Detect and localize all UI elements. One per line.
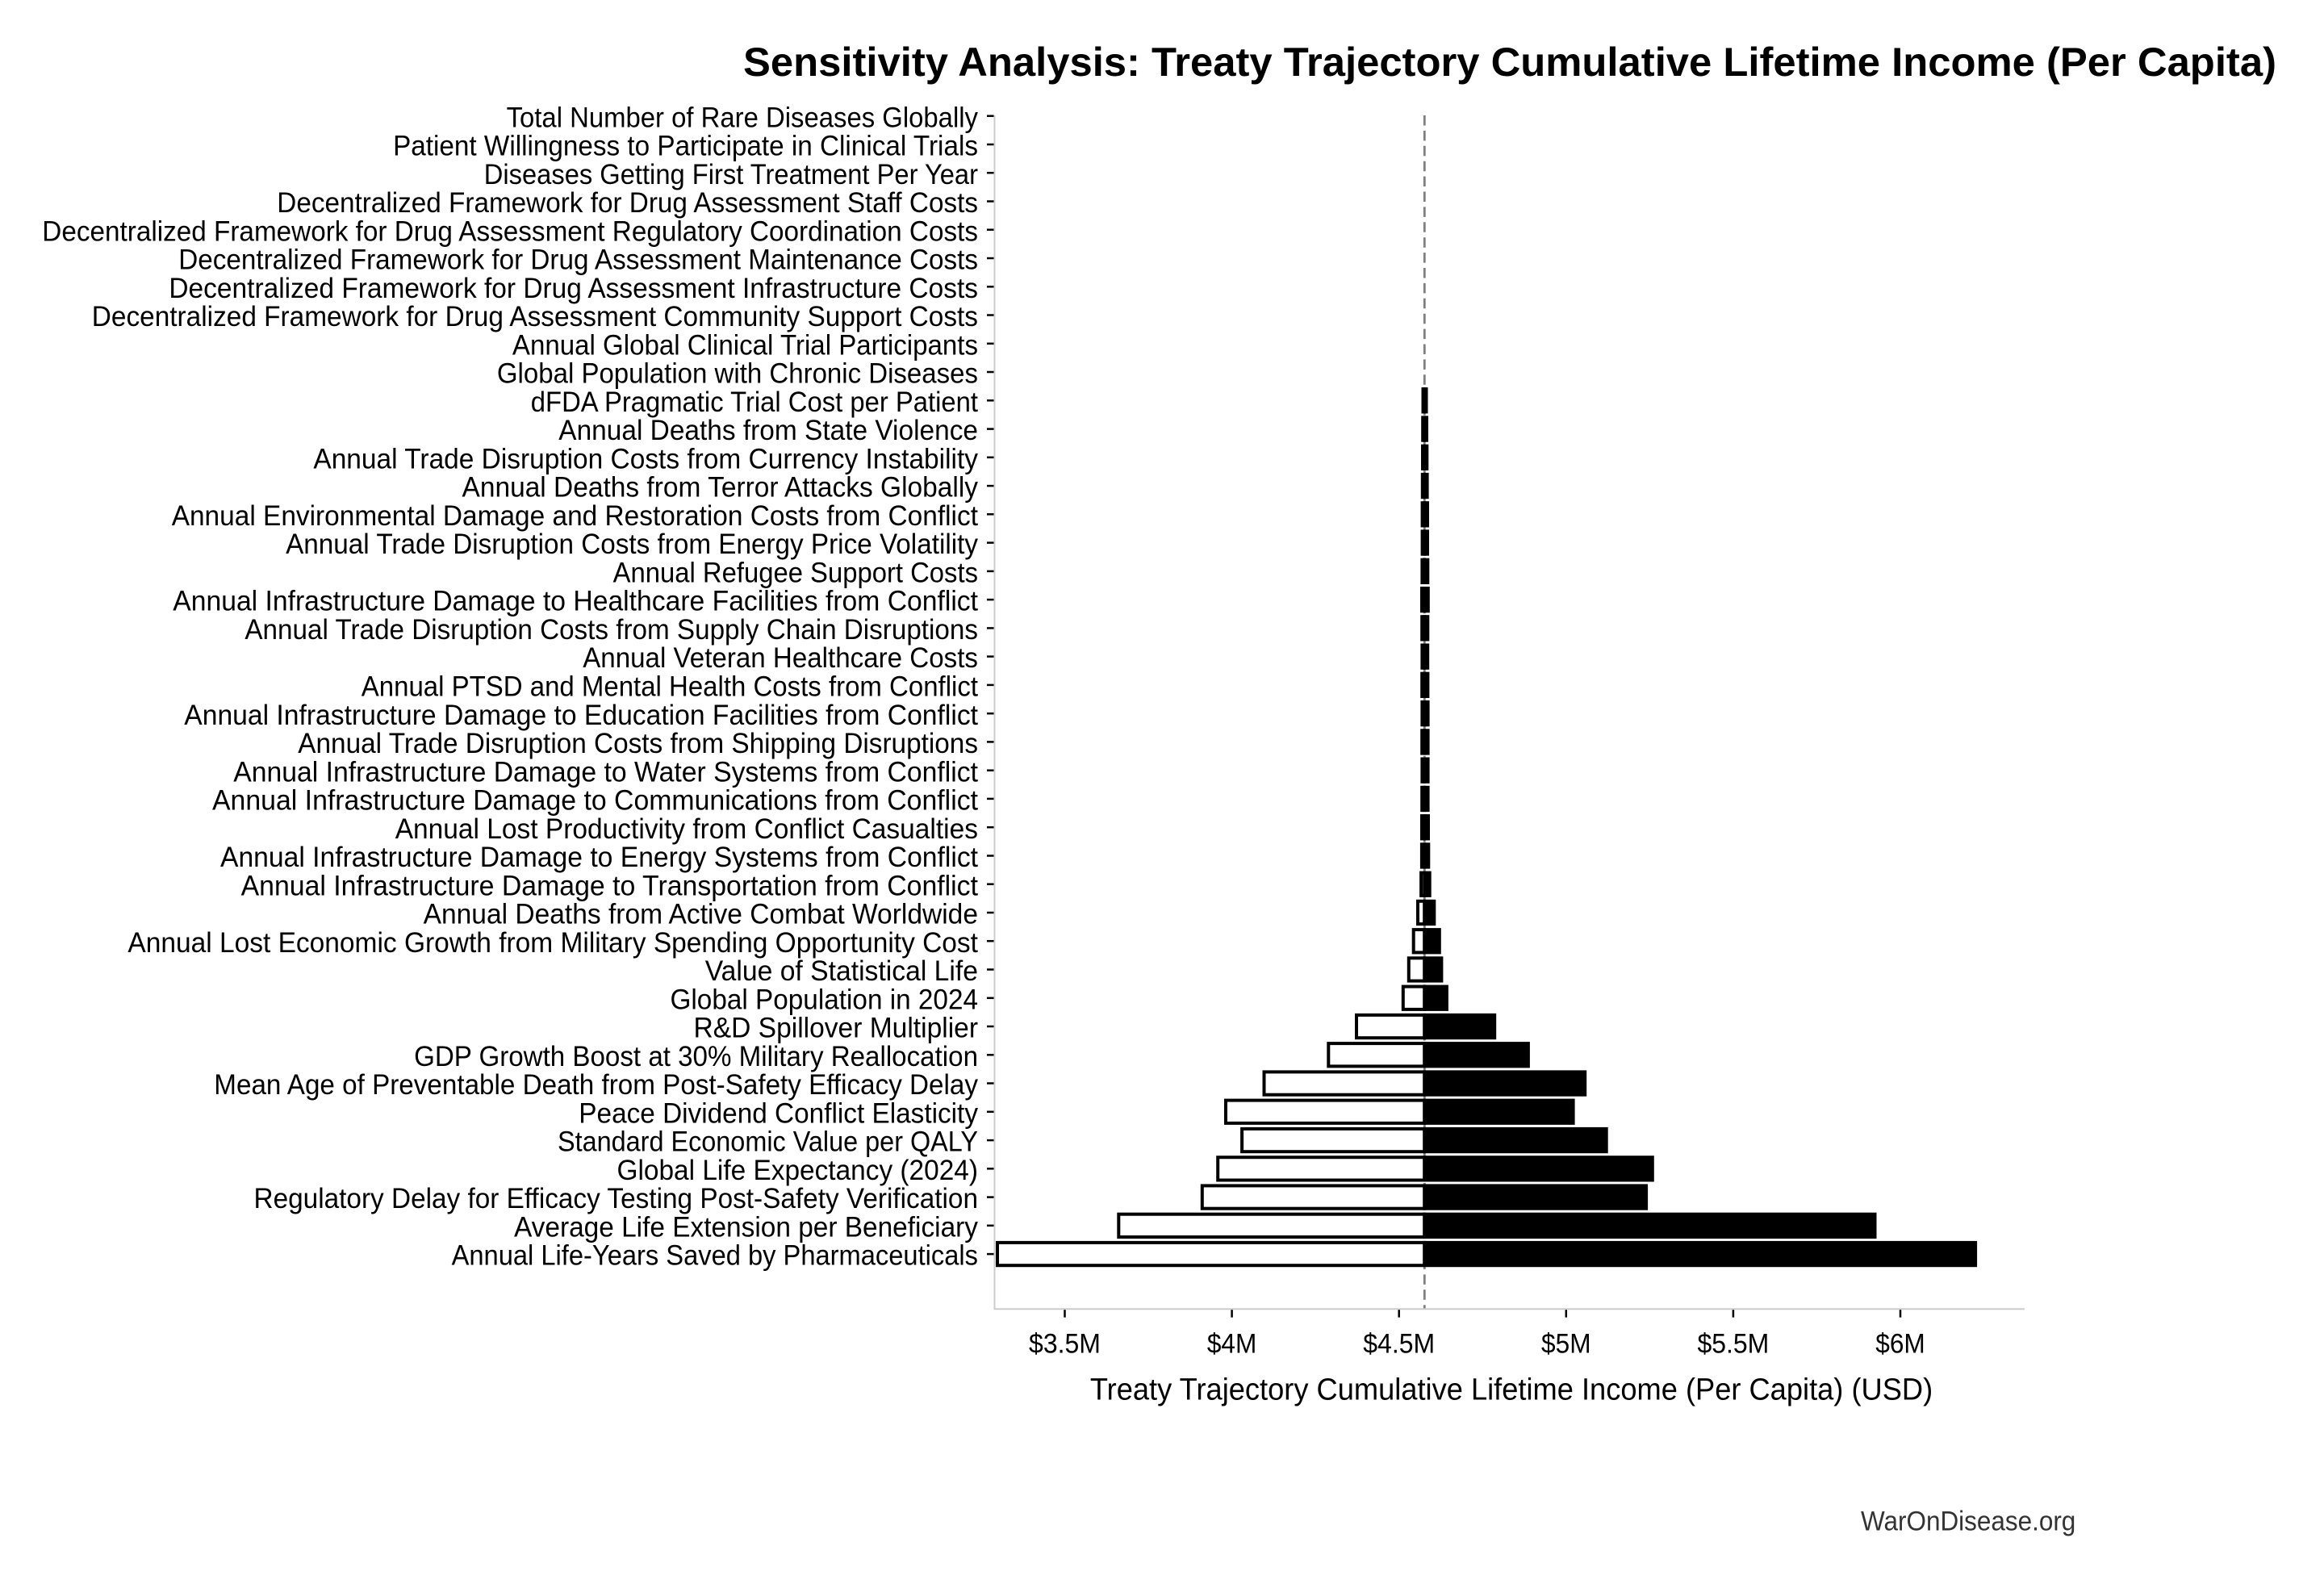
svg-text:Annual Trade Disruption Costs: Annual Trade Disruption Costs from Suppl…: [245, 614, 978, 646]
svg-text:Annual PTSD and Mental Health: Annual PTSD and Mental Health Costs from…: [362, 671, 978, 703]
svg-text:Global Life Expectancy (2024): Global Life Expectancy (2024): [617, 1155, 979, 1186]
svg-text:Annual Refugee Support Costs: Annual Refugee Support Costs: [613, 558, 978, 589]
svg-text:Annual Trade Disruption Costs: Annual Trade Disruption Costs from Shipp…: [298, 728, 978, 759]
svg-text:$3.5M: $3.5M: [1029, 1328, 1101, 1359]
svg-text:Standard Economic Value per QA: Standard Economic Value per QALY: [558, 1126, 978, 1158]
svg-text:Global Population in 2024: Global Population in 2024: [671, 984, 979, 1015]
svg-text:Patient Willingness to Partici: Patient Willingness to Participate in Cl…: [393, 131, 978, 162]
svg-text:Regulatory Delay for Efficacy: Regulatory Delay for Efficacy Testing Po…: [254, 1183, 979, 1214]
svg-text:Decentralized Framework for Dr: Decentralized Framework for Drug Assessm…: [92, 301, 978, 332]
svg-text:Decentralized Framework for Dr: Decentralized Framework for Drug Assessm…: [178, 244, 978, 276]
svg-text:Annual Environmental Damage an: Annual Environmental Damage and Restorat…: [172, 500, 979, 532]
svg-text:Annual Deaths from Active Comb: Annual Deaths from Active Combat Worldwi…: [424, 899, 978, 930]
svg-text:Annual Trade Disruption Costs: Annual Trade Disruption Costs from Energ…: [286, 529, 978, 560]
svg-text:Treaty Trajectory Cumulative L: Treaty Trajectory Cumulative Lifetime In…: [1090, 1373, 1933, 1407]
svg-text:Annual Infrastructure Damage t: Annual Infrastructure Damage to Transpor…: [241, 870, 979, 901]
svg-text:Annual Life-Years Saved by Pha: Annual Life-Years Saved by Pharmaceutica…: [452, 1240, 978, 1272]
svg-text:Annual Infrastructure Damage t: Annual Infrastructure Damage to Healthca…: [173, 586, 978, 617]
svg-text:$4.5M: $4.5M: [1363, 1328, 1435, 1359]
svg-text:Decentralized Framework for Dr: Decentralized Framework for Drug Assessm…: [277, 187, 978, 219]
svg-text:$6M: $6M: [1875, 1328, 1925, 1359]
svg-text:Annual Lost Productivity from: Annual Lost Productivity from Conflict C…: [395, 813, 978, 845]
svg-text:Decentralized Framework for Dr: Decentralized Framework for Drug Assessm…: [169, 273, 978, 304]
svg-text:Annual Deaths from Terror Atta: Annual Deaths from Terror Attacks Global…: [462, 472, 979, 504]
svg-text:dFDA Pragmatic Trial Cost per: dFDA Pragmatic Trial Cost per Patient: [531, 387, 978, 418]
svg-text:WarOnDisease.org: WarOnDisease.org: [1861, 1506, 2075, 1536]
svg-text:Annual Deaths from State Viole: Annual Deaths from State Violence: [558, 415, 978, 446]
svg-text:$5M: $5M: [1541, 1328, 1591, 1359]
svg-text:Annual Infrastructure Damage t: Annual Infrastructure Damage to Educatio…: [184, 700, 978, 731]
svg-text:$4M: $4M: [1207, 1328, 1257, 1359]
svg-text:Annual Infrastructure Damage t: Annual Infrastructure Damage to Communic…: [212, 785, 978, 817]
svg-text:Total Number of Rare Diseases: Total Number of Rare Diseases Globally: [507, 102, 979, 133]
svg-text:Peace Dividend Conflict Elasti: Peace Dividend Conflict Elasticity: [579, 1097, 978, 1129]
svg-text:Mean Age of Preventable Death: Mean Age of Preventable Death from Post-…: [214, 1069, 978, 1101]
svg-text:Average Life Extension per Ben: Average Life Extension per Beneficiary: [514, 1211, 978, 1243]
svg-text:Annual Lost Economic Growth fr: Annual Lost Economic Growth from Militar…: [127, 927, 978, 959]
svg-text:Annual Infrastructure Damage t: Annual Infrastructure Damage to Energy S…: [220, 842, 978, 873]
svg-text:Sensitivity Analysis: Treaty T: Sensitivity Analysis: Treaty Trajectory …: [743, 39, 2276, 85]
svg-text:Value of Statistical Life: Value of Statistical Life: [705, 955, 978, 987]
svg-text:$5.5M: $5.5M: [1697, 1328, 1769, 1359]
svg-text:R&D Spillover Multiplier: R&D Spillover Multiplier: [694, 1013, 979, 1044]
svg-text:Annual Trade Disruption Costs: Annual Trade Disruption Costs from Curre…: [313, 443, 978, 474]
svg-text:GDP Growth Boost at 30% Milita: GDP Growth Boost at 30% Military Realloc…: [414, 1041, 978, 1072]
svg-text:Annual Veteran Healthcare Cost: Annual Veteran Healthcare Costs: [583, 642, 978, 674]
svg-text:Annual Infrastructure Damage t: Annual Infrastructure Damage to Water Sy…: [233, 756, 978, 788]
svg-text:Global Population with Chronic: Global Population with Chronic Diseases: [497, 358, 978, 390]
svg-text:Diseases Getting First Treatme: Diseases Getting First Treatment Per Yea…: [484, 159, 979, 190]
svg-text:Annual Global Clinical Trial P: Annual Global Clinical Trial Participant…: [512, 329, 978, 361]
svg-text:Decentralized Framework for Dr: Decentralized Framework for Drug Assessm…: [42, 215, 978, 247]
